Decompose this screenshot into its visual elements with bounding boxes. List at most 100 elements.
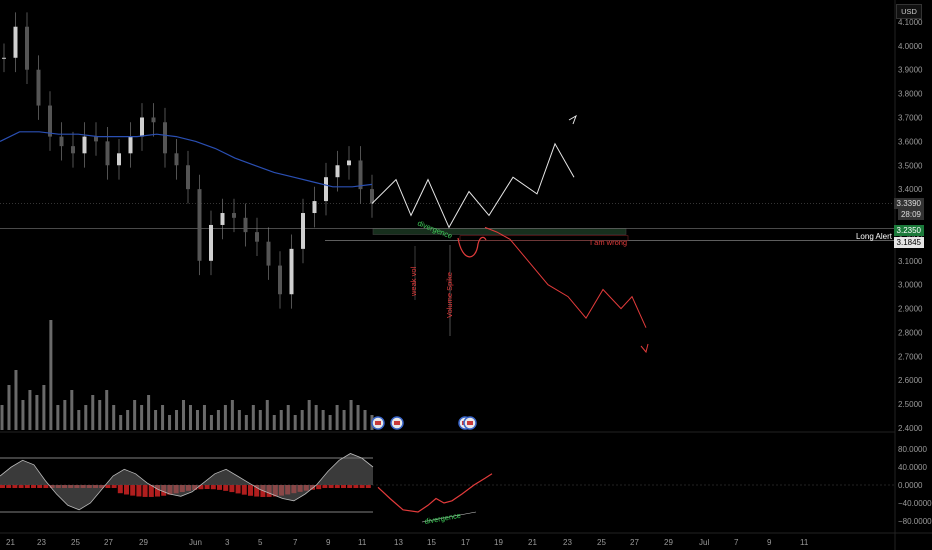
time-tick-label: 23 xyxy=(563,538,572,547)
osc-hist-bar xyxy=(124,485,129,495)
osc-hist-bar xyxy=(155,485,160,497)
invalidation-box[interactable] xyxy=(459,235,629,241)
time-tick-label: 25 xyxy=(597,538,606,547)
us-flag-icon[interactable] xyxy=(463,416,477,430)
candle-body xyxy=(209,224,213,261)
volume-bar xyxy=(77,410,81,430)
candle-body xyxy=(197,189,202,261)
candle-body xyxy=(358,160,363,190)
candle-body xyxy=(36,69,41,106)
osc-hist-bar xyxy=(37,485,43,488)
price-tick-label: 4.1000 xyxy=(898,18,923,27)
osc-area xyxy=(0,453,373,510)
volume-bar xyxy=(328,415,332,430)
us-flag-icon[interactable] xyxy=(390,416,404,430)
price-tick-label: 3.7000 xyxy=(898,113,923,122)
osc-hist-bar xyxy=(117,485,123,494)
volume-bar xyxy=(237,410,241,430)
time-tick-label: 27 xyxy=(630,538,639,547)
price-tick-label: 2.5000 xyxy=(898,400,923,409)
candle-body xyxy=(163,122,167,154)
us-flag-icon[interactable] xyxy=(371,416,385,430)
volume-bar xyxy=(154,410,158,430)
time-tick-label: 9 xyxy=(326,538,331,547)
bear-projection-path[interactable] xyxy=(484,226,647,328)
volume-bar xyxy=(119,415,123,430)
osc-hist-bar xyxy=(347,485,353,488)
volume-bar xyxy=(258,410,262,430)
osc-hist-bar xyxy=(142,485,148,497)
volume-bar xyxy=(98,400,102,430)
osc-hist-bar xyxy=(6,485,12,488)
volume-bar xyxy=(28,390,32,430)
time-axis[interactable]: 21 23 25 27 29 Jun 3 5 7 9 11 13 15 17 19 21 23 25 27 29 Jul… xyxy=(6,538,809,547)
time-tick-label: Jun xyxy=(189,538,202,547)
volume-bar xyxy=(126,410,130,430)
oscillator-axis[interactable]: 80.0000 40.0000 0.0000 −40.0000 −80.0000 xyxy=(898,445,932,526)
osc-hist-bar xyxy=(322,485,328,488)
volume-bar xyxy=(175,410,179,430)
volume-bar xyxy=(42,385,46,430)
candle-body xyxy=(289,248,294,295)
candle-body xyxy=(243,217,248,233)
volume-bar xyxy=(335,405,339,430)
osc-tick-label: −40.0000 xyxy=(898,499,932,508)
volume-bar xyxy=(56,405,60,430)
time-tick-label: 21 xyxy=(6,538,15,547)
currency-badge[interactable]: USD xyxy=(896,4,922,19)
time-tick-label: 7 xyxy=(734,538,739,547)
osc-hist-bar xyxy=(0,485,5,488)
osc-tick-label: −80.0000 xyxy=(898,517,932,526)
countdown-tag: 28:09 xyxy=(897,209,924,220)
osc-tick-label: 0.0000 xyxy=(898,481,923,490)
osc-projection-curve[interactable] xyxy=(377,473,493,513)
volume-bar xyxy=(0,405,4,430)
time-tick-label: 5 xyxy=(258,538,263,547)
osc-hist-bar xyxy=(229,485,235,493)
candle-body xyxy=(25,26,29,70)
volume-bar xyxy=(63,400,67,430)
volume-bar xyxy=(161,405,165,430)
candle-body xyxy=(278,265,282,295)
volume-bar xyxy=(21,400,25,430)
moving-average-line xyxy=(0,131,373,188)
price-tick-label: 3.6000 xyxy=(898,137,923,146)
candle-body xyxy=(186,165,190,190)
volume-bar xyxy=(342,410,346,430)
oscillator-pane[interactable] xyxy=(0,453,895,523)
osc-hist-bar xyxy=(316,485,322,490)
price-pane[interactable] xyxy=(0,12,895,354)
time-tick-label: 7 xyxy=(293,538,298,547)
volume-bar xyxy=(168,415,172,430)
candle-body xyxy=(232,213,236,218)
price-tick-label: 3.1000 xyxy=(898,257,923,266)
candle-body xyxy=(94,136,98,142)
osc-hist-bar xyxy=(105,485,111,488)
volume-bar xyxy=(216,410,220,430)
volume-bar xyxy=(91,395,95,430)
time-tick-label: 19 xyxy=(494,538,503,547)
osc-hist-bar xyxy=(359,485,365,488)
price-tick-label: 3.5000 xyxy=(898,161,923,170)
flag-stripe xyxy=(375,421,381,425)
candle-body xyxy=(48,105,52,137)
time-tick-label: 11 xyxy=(800,538,809,547)
osc-hist-bar xyxy=(353,485,359,488)
volume-bar xyxy=(300,410,304,430)
price-tick-label: 2.9000 xyxy=(898,305,923,314)
price-tick-label: 2.6000 xyxy=(898,376,923,385)
candle-body xyxy=(266,241,271,266)
time-tick-label: 13 xyxy=(394,538,403,547)
volume-bar xyxy=(363,410,367,430)
osc-hist-bar xyxy=(334,485,340,488)
volume-bar xyxy=(307,400,311,430)
price-tick-label: 4.0000 xyxy=(898,42,923,51)
candle-body xyxy=(128,136,133,154)
osc-hist-bar xyxy=(12,485,18,488)
volume-bar xyxy=(70,390,74,430)
drawing-annotations: I am wrong weak vol Volume Spike diverge… xyxy=(409,219,627,526)
volume-bar xyxy=(112,405,116,430)
support-zone-box[interactable] xyxy=(372,228,627,235)
bull-projection-path[interactable] xyxy=(371,142,575,229)
